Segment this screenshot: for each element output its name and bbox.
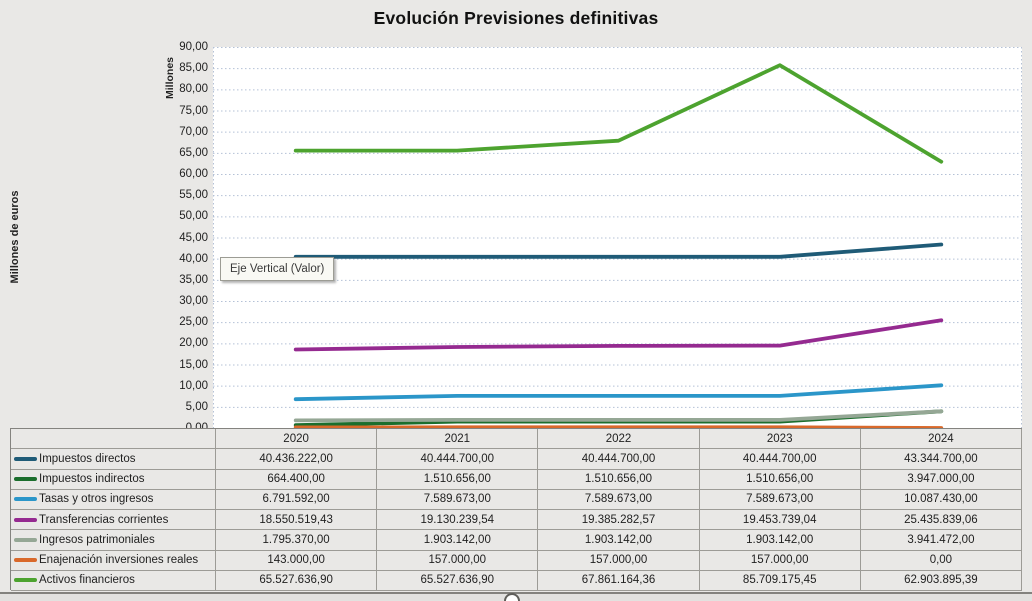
legend-line-swatch: [14, 558, 37, 563]
legend-row-label: Transferencias corrientes: [11, 510, 216, 531]
legend-label-text: Impuestos indirectos: [39, 473, 145, 486]
chart-data-table[interactable]: 2020 2021 2022 2023 2024 Impuestos directos 40…: [10, 428, 1022, 591]
series-line-tasas-y-otros-ingresos[interactable]: [293, 383, 944, 402]
legend-row-label: Tasas y otros ingresos: [11, 489, 216, 510]
table-value-cell: 1.903.142,00: [377, 530, 539, 551]
table-value-cell: 40.436.222,00: [216, 449, 378, 470]
table-value-cell: 19.385.282,57: [538, 510, 700, 531]
chart-title[interactable]: Evolución Previsiones definitivas: [373, 8, 659, 28]
axis-tooltip-text: Eje Vertical (Valor): [230, 263, 325, 275]
table-value-cell: 1.510.656,00: [538, 469, 700, 490]
y-axis-tick-label: 35,00: [179, 273, 208, 286]
table-value-cell: 143.000,00: [216, 550, 378, 571]
axis-tooltip: Eje Vertical (Valor): [220, 257, 335, 281]
table-value-cell: 664.400,00: [216, 469, 378, 490]
table-value-cell: 3.947.000,00: [860, 469, 1022, 490]
y-axis-tick-label: 30,00: [179, 295, 208, 307]
y-axis-tick-label: 20,00: [179, 337, 208, 350]
table-value-cell: 1.903.142,00: [699, 530, 861, 551]
table-value-cell: 67.861.164,36: [538, 570, 700, 591]
y-axis-tick-label: 50,00: [179, 210, 208, 223]
table-value-cell: 25.435.839,06: [860, 510, 1022, 531]
legend-line-swatch: [14, 517, 37, 522]
legend-row-label: Impuestos directos: [11, 449, 216, 470]
table-value-cell: 18.550.519,43: [216, 510, 378, 531]
table-value-cell: 65.527.636,90: [377, 570, 539, 591]
table-value-cell: 40.444.700,00: [377, 449, 539, 470]
series-line-transferencias-corrientes[interactable]: [293, 318, 944, 352]
y-axis-tick-label: 80,00: [179, 83, 208, 96]
y-axis-tick-label: 70,00: [179, 125, 208, 138]
y-axis-tick-label: 15,00: [179, 358, 208, 371]
table-value-cell: 43.344.700,00: [860, 449, 1022, 470]
table-value-cell: 157.000,00: [699, 550, 861, 571]
y-axis-tick-label: 40,00: [179, 252, 208, 265]
y-axis-tick-label: 60,00: [179, 168, 208, 180]
series-line-activos-financieros[interactable]: [293, 63, 944, 164]
table-value-cell: 85.709.175,45: [699, 570, 861, 591]
table-value-cell: 157.000,00: [377, 550, 539, 571]
legend-line-swatch: [14, 537, 37, 542]
y-axis-tick-label: 85,00: [179, 62, 208, 75]
series-line-enajenaci-n-inversiones-reales[interactable]: [293, 425, 944, 428]
table-value-cell: 7.589.673,00: [538, 489, 700, 510]
resize-drag-handle[interactable]: [504, 593, 520, 601]
table-value-cell: 1.510.656,00: [699, 469, 861, 490]
legend-line-swatch: [14, 477, 37, 482]
table-value-cell: 1.795.370,00: [216, 530, 378, 551]
legend-row-label: Enajenación inversiones reales: [11, 550, 216, 571]
y-axis-tick-label: 5,00: [185, 400, 208, 413]
y-axis-title[interactable]: Millones de euros: [9, 190, 21, 284]
table-value-cell: 19.130.239,54: [377, 510, 539, 531]
legend-label-text: Tasas y otros ingresos: [39, 493, 154, 506]
legend-label-text: Activos financieros: [39, 574, 135, 587]
y-axis-tick-label: 55,00: [179, 189, 208, 202]
table-value-cell: 1.903.142,00: [538, 530, 700, 551]
plot-area[interactable]: [213, 47, 1022, 428]
table-value-cell: 0,00: [860, 550, 1022, 571]
table-value-cell: 7.589.673,00: [699, 489, 861, 510]
year-header: 2023: [699, 429, 861, 450]
legend-row-label: Activos financieros: [11, 570, 216, 591]
table-value-cell: 10.087.430,00: [860, 489, 1022, 510]
table-value-cell: 6.791.592,00: [216, 489, 378, 510]
year-header: 2020: [216, 429, 378, 450]
y-axis-tick-label: 65,00: [179, 146, 208, 159]
legend-label-text: Enajenación inversiones reales: [39, 554, 199, 567]
table-value-cell: 40.444.700,00: [538, 449, 700, 470]
table-value-cell: 1.510.656,00: [377, 469, 539, 490]
table-value-cell: 157.000,00: [538, 550, 700, 571]
series-line-impuestos-directos[interactable]: [293, 242, 944, 259]
y-axis-tick-label: 45,00: [179, 231, 208, 244]
legend-row-label: Ingresos patrimoniales: [11, 530, 216, 551]
legend-label-text: Impuestos directos: [39, 452, 136, 465]
table-value-cell: 65.527.636,90: [216, 570, 378, 591]
legend-row-label: Impuestos indirectos: [11, 469, 216, 490]
year-header: 2021: [377, 429, 539, 450]
y-axis-tick-label: 90,00: [179, 41, 208, 53]
legend-label-text: Transferencias corrientes: [39, 513, 169, 526]
y-axis-tick-label: 10,00: [179, 379, 208, 392]
series-line-ingresos-patrimoniales[interactable]: [293, 409, 944, 423]
y-axis-tick-label: 25,00: [179, 316, 208, 329]
legend-line-swatch: [14, 497, 37, 502]
legend-label-text: Ingresos patrimoniales: [39, 533, 155, 546]
year-header: 2024: [860, 429, 1022, 450]
table-value-cell: 7.589.673,00: [377, 489, 539, 510]
table-value-cell: 62.903.895,39: [860, 570, 1022, 591]
year-header: 2022: [538, 429, 700, 450]
table-value-cell: 19.453.739,04: [699, 510, 861, 531]
table-value-cell: 40.444.700,00: [699, 449, 861, 470]
legend-line-swatch: [14, 456, 37, 461]
table-corner-cell: [11, 429, 216, 450]
y-axis-tick-label: 75,00: [179, 104, 208, 117]
legend-line-swatch: [14, 578, 37, 583]
table-value-cell: 3.941.472,00: [860, 530, 1022, 551]
line-chart[interactable]: [213, 47, 1022, 428]
